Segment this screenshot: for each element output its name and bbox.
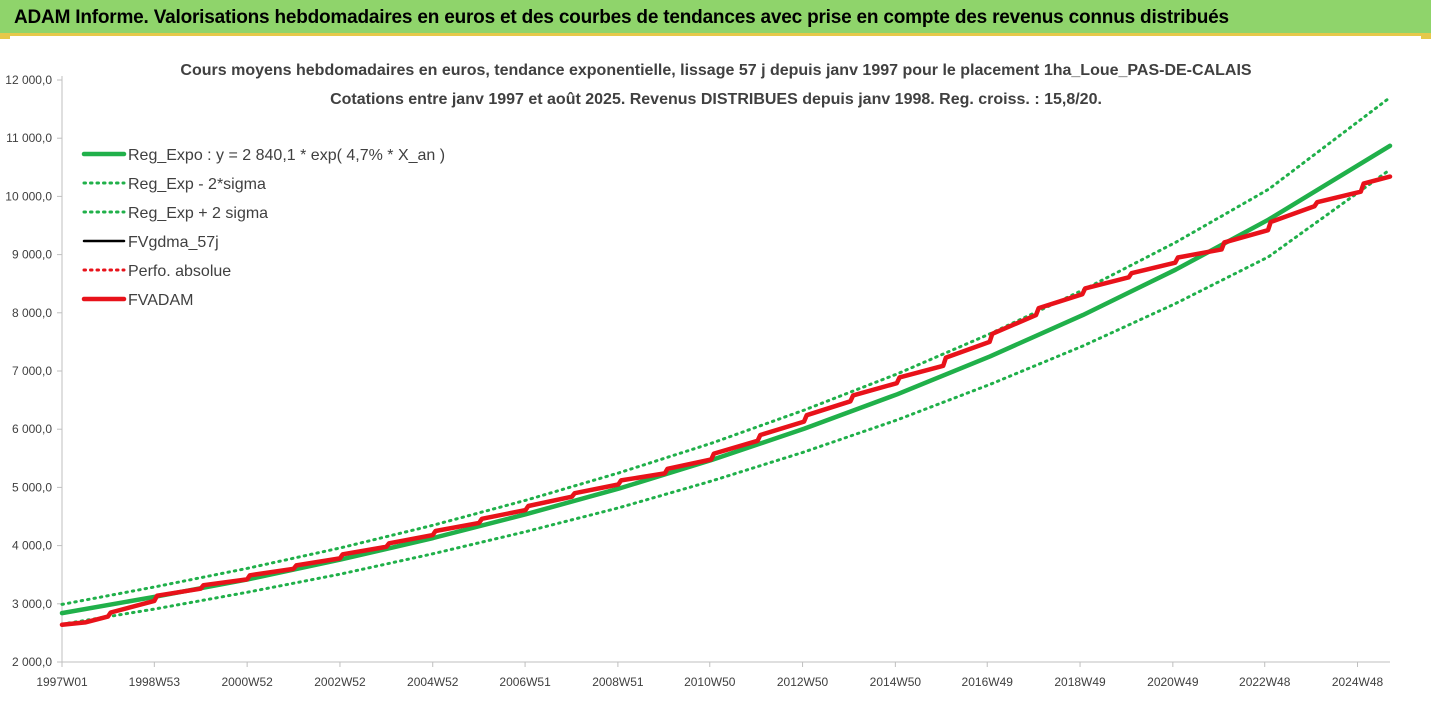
legend-label-3: Reg_Exp + 2 sigma bbox=[128, 205, 268, 222]
series-line-4 bbox=[60, 175, 1392, 627]
legend-label-2: Reg_Exp - 2*sigma bbox=[128, 176, 266, 193]
x-tick-label: 2010W50 bbox=[684, 675, 736, 689]
x-tick-label: 2024W48 bbox=[1332, 675, 1384, 689]
x-tick-label: 2002W52 bbox=[314, 675, 366, 689]
x-tick-label: 1998W53 bbox=[129, 675, 181, 689]
x-tick-label: 2020W49 bbox=[1147, 675, 1199, 689]
x-tick-label: 2022W48 bbox=[1239, 675, 1291, 689]
chart-title: Cours moyens hebdomadaires en euros, ten… bbox=[180, 62, 1251, 79]
x-tick-label: 2006W51 bbox=[499, 675, 551, 689]
legend: Reg_Expo : y = 2 840,1 * exp( 4,7% * X_a… bbox=[81, 147, 445, 309]
y-tick-label: 12 000,0 bbox=[5, 73, 52, 87]
series-line-6 bbox=[59, 174, 1393, 628]
plot-area bbox=[59, 96, 1393, 628]
y-tick-label: 4 000,0 bbox=[12, 539, 52, 553]
y-tick-label: 8 000,0 bbox=[12, 306, 52, 320]
y-tick-label: 9 000,0 bbox=[12, 248, 52, 262]
banner-title: ADAM Informe. Valorisations hebdomadaire… bbox=[14, 7, 1229, 28]
x-tick-label: 2000W52 bbox=[221, 675, 273, 689]
x-tick-label: 2012W50 bbox=[777, 675, 829, 689]
y-tick-label: 11 000,0 bbox=[6, 131, 52, 145]
series-line-3 bbox=[60, 96, 1392, 606]
y-tick-label: 5 000,0 bbox=[12, 480, 52, 494]
series-line-2 bbox=[60, 168, 1392, 626]
x-tick-label: 2016W49 bbox=[962, 675, 1014, 689]
corner-accent-right bbox=[1421, 36, 1431, 39]
legend-label-1: Reg_Expo : y = 2 840,1 * exp( 4,7% * X_a… bbox=[128, 147, 445, 164]
chart-subtitle: Cotations entre janv 1997 et août 2025. … bbox=[330, 91, 1102, 108]
legend-label-6: FVADAM bbox=[128, 292, 193, 309]
banner: ADAM Informe. Valorisations hebdomadaire… bbox=[0, 0, 1431, 36]
x-tick-label: 2008W51 bbox=[592, 675, 644, 689]
y-tick-label: 2 000,0 bbox=[12, 655, 52, 669]
legend-label-5: Perfo. absolue bbox=[128, 263, 231, 280]
corner-accent-left bbox=[0, 36, 10, 39]
x-tick-label: 1997W01 bbox=[36, 675, 88, 689]
series-line-5 bbox=[60, 175, 1392, 627]
axes: 2 000,0 3 000,0 4 000,0 5 000,0 6 000,0 7 000… bbox=[5, 73, 1390, 689]
x-tick-label: 2004W52 bbox=[407, 675, 459, 689]
y-tick-label: 7 000,0 bbox=[12, 364, 52, 378]
y-tick-label: 6 000,0 bbox=[12, 422, 52, 436]
x-tick-label: 2018W49 bbox=[1054, 675, 1106, 689]
legend-label-4: FVgdma_57j bbox=[128, 234, 219, 251]
y-tick-label: 3 000,0 bbox=[12, 597, 52, 611]
y-tick-label: 10 000,0 bbox=[5, 189, 52, 203]
x-tick-label: 2014W50 bbox=[870, 675, 922, 689]
